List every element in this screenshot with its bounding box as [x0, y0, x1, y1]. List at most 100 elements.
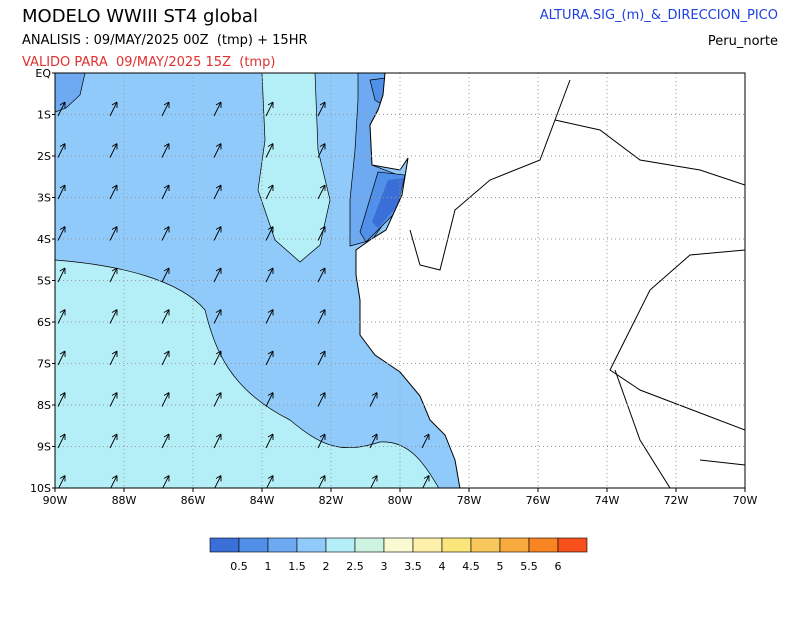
arrow [109, 309, 118, 324]
arrow [213, 143, 222, 158]
arrow [265, 143, 274, 158]
arrow [265, 433, 274, 449]
arrow [109, 433, 118, 449]
arrow [213, 184, 222, 200]
arrow [57, 226, 66, 241]
colorbar-swatch [499, 537, 530, 553]
colorbar-swatch [325, 537, 356, 553]
x-tick-label: 76W [526, 494, 551, 507]
arrow [266, 475, 274, 488]
arrow [369, 433, 378, 449]
arrow [109, 267, 118, 283]
arrow [109, 184, 118, 200]
title: MODELO WWIII ST4 global [22, 6, 258, 27]
arrow [57, 267, 66, 283]
y-tick-label: 9S [37, 441, 51, 454]
arrow [370, 475, 378, 488]
colorbar-swatch [557, 537, 588, 553]
arrow [213, 101, 222, 117]
valid-time: VALIDO PARA 09/MAY/2025 15Z (tmp) [22, 55, 275, 70]
colorbar-label: 5 [497, 560, 504, 573]
arrow [265, 267, 274, 283]
y-tick-label: 6S [37, 316, 51, 329]
colorbar-label: 3.5 [404, 560, 422, 573]
arrow [161, 184, 170, 200]
arrow [161, 433, 170, 449]
y-tick-label: 3S [37, 192, 51, 205]
colorbar-swatch [267, 537, 298, 553]
arrow [162, 475, 170, 488]
arrow [213, 309, 222, 324]
arrow [161, 350, 170, 366]
arrow [421, 433, 430, 449]
arrow [57, 392, 66, 407]
y-tick-label: 7S [37, 358, 51, 371]
x-tick-label: 80W [388, 494, 413, 507]
colorbar-swatch [209, 537, 240, 553]
x-tick-label: 70W [733, 494, 758, 507]
arrow [317, 184, 326, 200]
colorbar-label: 6 [555, 560, 562, 573]
y-tick-label: 8S [37, 399, 51, 412]
arrow [58, 475, 66, 488]
arrow [317, 392, 326, 407]
colorbar-label: 4 [439, 560, 446, 573]
graticule [55, 73, 745, 488]
arrow [109, 226, 118, 241]
arrow [265, 184, 274, 200]
arrow [317, 143, 326, 158]
arrow [161, 101, 170, 117]
arrow [317, 350, 326, 366]
arrow [213, 433, 222, 449]
arrow [57, 350, 66, 366]
arrow [213, 350, 222, 366]
arrow [265, 350, 274, 366]
arrow [317, 226, 326, 241]
arrow [213, 392, 222, 407]
contour [55, 73, 86, 113]
arrow [318, 475, 326, 488]
x-tick-label: 78W [457, 494, 482, 507]
arrow [109, 101, 118, 117]
map-area [55, 73, 745, 488]
arrow [369, 392, 378, 407]
colorbar-swatch [354, 537, 385, 553]
colorbar-label: 4.5 [462, 560, 480, 573]
colorbar-label: 0.5 [230, 560, 248, 573]
arrow [265, 101, 274, 117]
colorbar-label: 5.5 [520, 560, 538, 573]
analysis: ANALISIS : 09/MAY/2025 00Z (tmp) + 15HR [22, 33, 308, 48]
colorbar-swatch [238, 537, 269, 553]
arrow [214, 475, 222, 488]
y-tick-label: EQ [35, 67, 51, 80]
arrow [57, 101, 66, 117]
arrow [213, 267, 222, 283]
arrow [317, 309, 326, 324]
colorbar: 0.5 1 1.5 2 2.5 3 3.5 4 4.5 5 5.5 6 [209, 537, 588, 573]
arrow [109, 350, 118, 366]
variable: ALTURA.SIG_(m)_&_DIRECCION_PICO [540, 8, 778, 23]
x-tick-label: 90W [43, 494, 68, 507]
x-tick-label: 82W [319, 494, 344, 507]
region: Peru_norte [708, 34, 778, 49]
colorbar-swatch [470, 537, 501, 553]
colorbar-label: 1 [265, 560, 272, 573]
colorbar-swatch [412, 537, 443, 553]
x-tick-label: 84W [250, 494, 275, 507]
contour [55, 259, 440, 488]
colorbar-label: 3 [381, 560, 388, 573]
arrow [317, 101, 326, 117]
colorbar-swatch [296, 537, 327, 553]
x-tick-label: 72W [664, 494, 689, 507]
arrow [317, 267, 326, 283]
arrow [161, 267, 170, 283]
arrow [161, 309, 170, 324]
colorbar-swatch [383, 537, 414, 553]
x-tick-label: 74W [595, 494, 620, 507]
wave-direction-arrows [57, 101, 430, 488]
y-tick-label: 4S [37, 233, 51, 246]
arrow [109, 392, 118, 407]
arrow [265, 226, 274, 241]
arrow [110, 475, 118, 488]
colorbar-label: 2.5 [346, 560, 364, 573]
